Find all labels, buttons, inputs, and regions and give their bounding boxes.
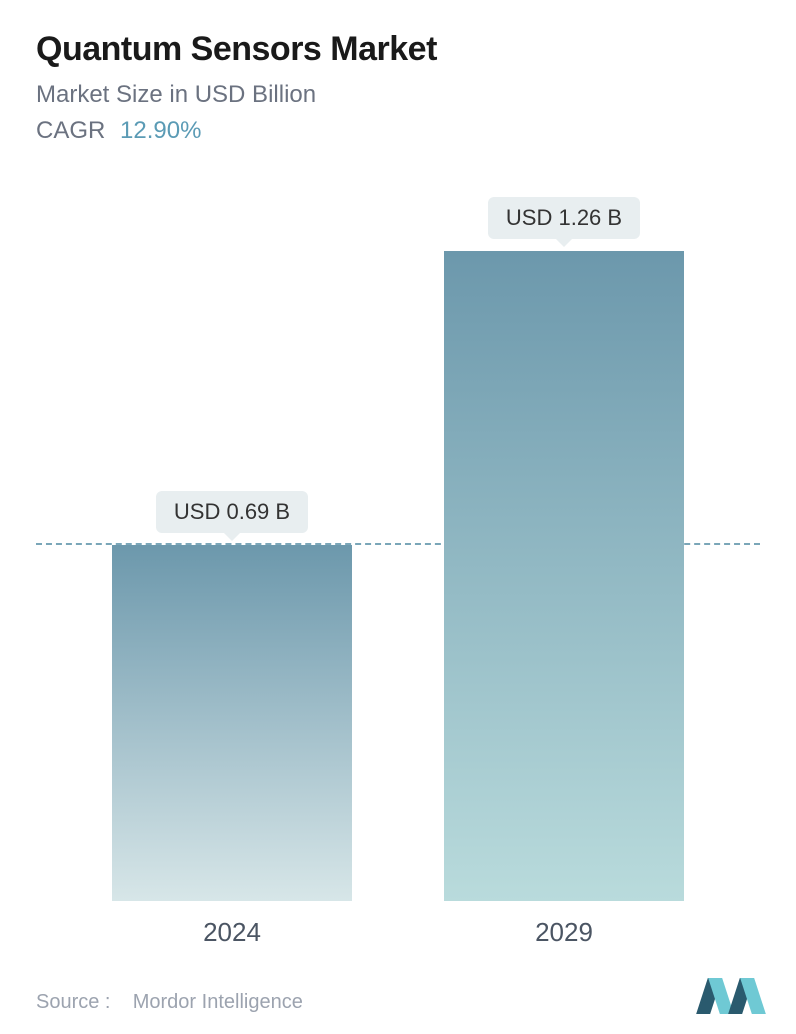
cagr-value: 12.90%: [120, 117, 201, 144]
cagr-row: CAGR 12.90%: [36, 117, 760, 145]
source-label: Source :: [36, 991, 110, 1013]
year-label: 2029: [434, 917, 694, 948]
x-axis-labels: 2024 2029: [36, 901, 760, 948]
bar: [444, 251, 684, 901]
bar-value-label: USD 0.69 B: [156, 491, 308, 533]
chart-area: USD 0.69 B USD 1.26 B: [36, 175, 760, 901]
bars-container: USD 0.69 B USD 1.26 B: [36, 175, 760, 901]
source-value: Mordor Intelligence: [133, 991, 303, 1013]
bar: [112, 545, 352, 901]
brand-logo-icon: [702, 978, 760, 1014]
cagr-label: CAGR: [36, 117, 105, 144]
footer: Source : Mordor Intelligence: [36, 948, 760, 1014]
bar-value-label: USD 1.26 B: [488, 197, 640, 239]
chart-title: Quantum Sensors Market: [36, 30, 760, 69]
bar-group: USD 1.26 B: [434, 175, 694, 901]
bar-group: USD 0.69 B: [102, 175, 362, 901]
year-label: 2024: [102, 917, 362, 948]
chart-subtitle: Market Size in USD Billion: [36, 81, 760, 109]
source-text: Source : Mordor Intelligence: [36, 991, 303, 1014]
